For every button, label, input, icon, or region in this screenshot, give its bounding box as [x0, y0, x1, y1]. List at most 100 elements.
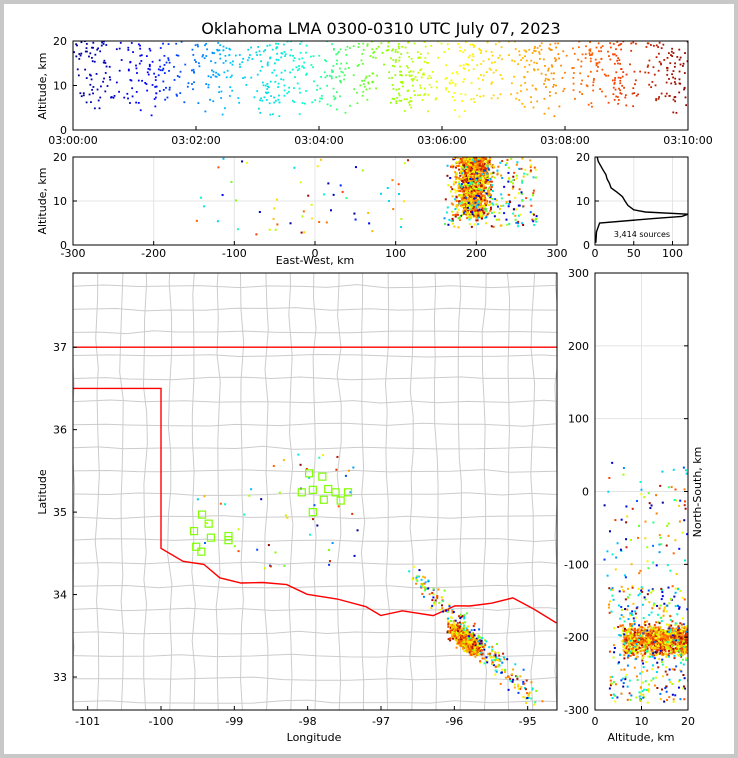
north-south-source	[671, 620, 674, 623]
east-west-source	[477, 173, 480, 176]
time-height-source	[451, 96, 454, 98]
time-height-source	[228, 54, 231, 56]
north-south-source	[625, 645, 628, 648]
time-height-source	[273, 69, 276, 72]
time-height-source	[167, 43, 170, 45]
east-west-source	[473, 176, 476, 179]
east-west-source	[468, 218, 471, 221]
east-west-source	[501, 160, 504, 163]
plan-view-source	[484, 644, 487, 647]
east-west-source	[361, 169, 364, 172]
north-south-source	[638, 627, 641, 630]
time-height-source	[127, 97, 129, 100]
plan-view-source	[516, 675, 519, 678]
east-west-source	[457, 187, 460, 190]
east-west-source	[475, 193, 478, 196]
time-height-source	[176, 94, 178, 97]
plan-view-source	[431, 604, 434, 607]
time-height-source	[366, 43, 369, 46]
time-height-source	[318, 100, 321, 103]
station-marker	[197, 547, 206, 556]
time-height-source	[676, 56, 679, 58]
time-height-source	[104, 62, 107, 64]
east-west-source	[525, 197, 528, 200]
time-height-source	[658, 52, 660, 55]
time-height-source	[365, 88, 368, 91]
time-height-source	[420, 68, 423, 71]
time-height-source	[214, 75, 217, 78]
east-west-source	[486, 191, 489, 194]
plan-view-source	[502, 656, 505, 659]
time-height-source	[619, 82, 622, 85]
east-west-source	[460, 171, 463, 174]
time-height-source	[343, 78, 345, 81]
time-height-source	[266, 44, 269, 47]
time-height-source	[175, 42, 178, 45]
plan-view-source	[491, 648, 494, 651]
time-height-source	[280, 78, 283, 81]
east-west-source	[470, 204, 473, 207]
plan-view-sources	[196, 453, 544, 706]
time-height-source	[283, 89, 286, 92]
north-south-source	[665, 655, 668, 658]
time-height-source	[260, 60, 262, 63]
east-west-source	[496, 172, 499, 175]
east-west-source	[463, 193, 466, 196]
plan-view-source	[470, 629, 473, 632]
time-height-source	[162, 42, 164, 45]
time-height-source	[491, 81, 494, 84]
east-west-source	[454, 215, 457, 218]
east-west-source	[466, 193, 469, 196]
plan-view-source	[433, 601, 436, 604]
time-height-source	[262, 50, 265, 53]
north-south-source	[650, 648, 653, 651]
east-west-source	[484, 202, 487, 205]
east-west-source	[320, 158, 323, 161]
time-height-source	[479, 48, 481, 51]
east-west-source	[483, 212, 486, 215]
plan-view-source	[316, 524, 319, 527]
plan-view-ytick: 36	[53, 424, 67, 437]
time-height-source	[300, 41, 303, 43]
time-height-source	[450, 79, 453, 82]
plan-view-source	[299, 463, 302, 466]
east-west-source	[471, 160, 474, 163]
north-south-source	[633, 633, 636, 636]
east-west-source	[480, 192, 483, 195]
time-height-source	[176, 75, 179, 77]
time-height-source	[573, 72, 575, 74]
east-west-source	[476, 182, 479, 185]
east-west-source	[472, 200, 475, 203]
plan-view-source	[459, 613, 462, 616]
east-west-source	[457, 217, 460, 220]
time-height-source	[476, 64, 479, 67]
time-height-source	[651, 81, 654, 83]
east-west-source	[494, 198, 497, 201]
time-height-source	[574, 97, 576, 100]
county-line	[457, 273, 462, 710]
east-west-source	[458, 193, 461, 196]
north-south-source	[675, 631, 678, 634]
east-west-source	[479, 190, 482, 193]
north-south-source	[647, 634, 650, 637]
plan-view-source	[463, 615, 466, 618]
time-height-source	[647, 71, 650, 74]
plan-view-source	[421, 592, 424, 595]
plan-view-source	[477, 634, 480, 637]
time-height-source	[443, 51, 446, 54]
plan-view-source	[473, 629, 476, 632]
time-height-source	[462, 51, 465, 54]
east-west-source	[517, 222, 520, 225]
plan-view-source	[469, 645, 472, 648]
east-west-source	[461, 213, 464, 216]
east-west-source	[457, 164, 460, 167]
east-west-source	[502, 204, 505, 207]
time-height-source	[619, 62, 621, 65]
plan-view-source	[450, 616, 453, 619]
time-height-source	[447, 48, 450, 50]
north-south-source	[681, 648, 684, 651]
east-west-source	[483, 186, 486, 189]
plan-view-source	[462, 641, 465, 644]
east-west-source	[490, 188, 493, 191]
plan-view-source	[474, 641, 477, 644]
